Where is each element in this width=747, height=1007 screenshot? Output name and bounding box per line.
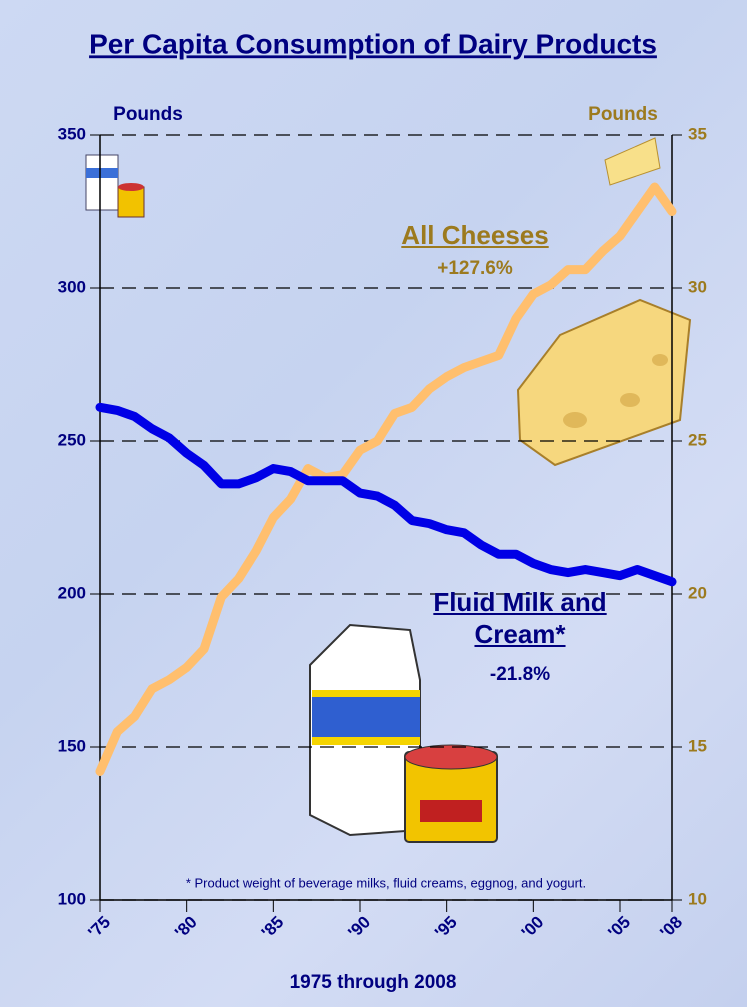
cheese-icon xyxy=(516,298,692,467)
y2-axis-title: Pounds xyxy=(588,104,658,125)
x-tick-label: '85 xyxy=(258,912,288,942)
y-axis-title: Pounds xyxy=(113,104,183,125)
y2-tick-label: 15 xyxy=(688,736,707,755)
y-tick-label: 100 xyxy=(58,889,86,908)
x-axis-title: 1975 through 2008 xyxy=(290,972,457,993)
y2-tick-label: 10 xyxy=(688,889,707,908)
milk-label: Fluid Milk and Cream* xyxy=(433,587,607,649)
x-tick-label: '95 xyxy=(431,912,461,942)
x-tick-label: '08 xyxy=(656,912,686,942)
x-tick-label: '80 xyxy=(171,912,201,942)
chart-title: Per Capita Consumption of Dairy Products xyxy=(89,28,657,59)
milk-icon-small xyxy=(85,154,145,218)
y-tick-label: 300 xyxy=(58,277,86,296)
milk-carton-icon xyxy=(309,623,498,843)
x-tick-label: '90 xyxy=(344,912,374,942)
footnote: * Product weight of beverage milks, flui… xyxy=(186,875,586,890)
series-line xyxy=(95,182,677,776)
cheese-change: +127.6% xyxy=(437,258,513,279)
cheese-label: All Cheeses xyxy=(401,220,549,250)
y2-tick-label: 35 xyxy=(688,124,707,143)
milk-change: -21.8% xyxy=(489,664,551,685)
y-tick-label: 200 xyxy=(58,583,86,602)
cheese-icon-small xyxy=(604,137,661,186)
y-tick-label: 350 xyxy=(58,124,86,143)
y2-tick-label: 20 xyxy=(688,583,707,602)
y-tick-label: 250 xyxy=(58,430,86,449)
x-tick-label: '75 xyxy=(84,912,114,942)
x-tick-label: '05 xyxy=(604,912,634,942)
x-tick-label: '00 xyxy=(518,912,548,942)
y2-tick-label: 30 xyxy=(688,277,707,296)
series-line xyxy=(95,402,677,587)
y2-tick-label: 25 xyxy=(688,430,707,449)
y-tick-label: 150 xyxy=(58,736,86,755)
